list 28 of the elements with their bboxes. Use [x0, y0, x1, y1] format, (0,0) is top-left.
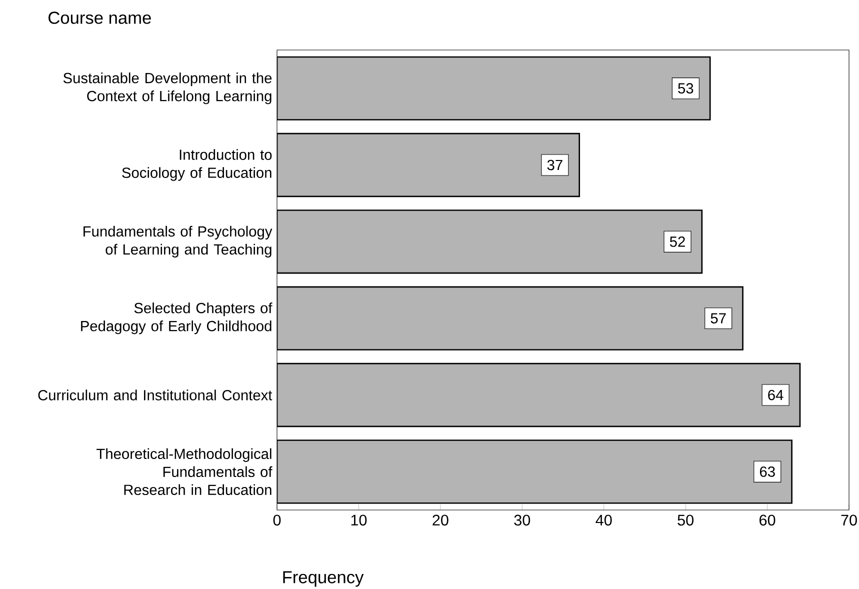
data-label: 57: [710, 313, 726, 324]
data-label: 63: [760, 466, 775, 477]
x-tick-label: 30: [514, 514, 530, 526]
x-tick-label: 10: [351, 514, 367, 526]
data-label: 37: [547, 160, 562, 170]
bar: [277, 286, 744, 350]
y-tick-label: Selected Chapters of Pedagogy of Early Childhood: [81, 302, 272, 334]
bar: [277, 210, 703, 274]
data-label: 64: [768, 390, 784, 400]
bar: [277, 132, 580, 198]
bar: [277, 362, 801, 428]
x-tick-label: 20: [432, 514, 448, 526]
x-axis-title: Frequency: [283, 571, 364, 587]
x-tick-label: 60: [760, 514, 776, 526]
x-tick-label: 40: [596, 514, 612, 526]
y-tick-label: Theoretical-Methodological Fundamentals of Research in Education: [96, 448, 272, 496]
y-tick-label: Sustainable Development in the Context of Lifelong Learning: [63, 72, 272, 104]
x-tick-label: 0: [273, 514, 281, 526]
data-label: 53: [678, 83, 694, 94]
bar: [277, 440, 792, 504]
bar: [277, 56, 711, 120]
y-tick-label: Curriculum and Institutional Context: [38, 390, 272, 400]
data-label: 52: [670, 236, 685, 247]
y-tick-label: Introduction to Sociology of Education: [122, 149, 272, 181]
x-tick-label: 50: [678, 514, 694, 526]
y-tick-label: Fundamentals of Psychology of Learning and Teaching: [84, 226, 272, 258]
y-axis-title: Course name: [48, 12, 151, 24]
x-tick-label: 70: [841, 514, 857, 526]
